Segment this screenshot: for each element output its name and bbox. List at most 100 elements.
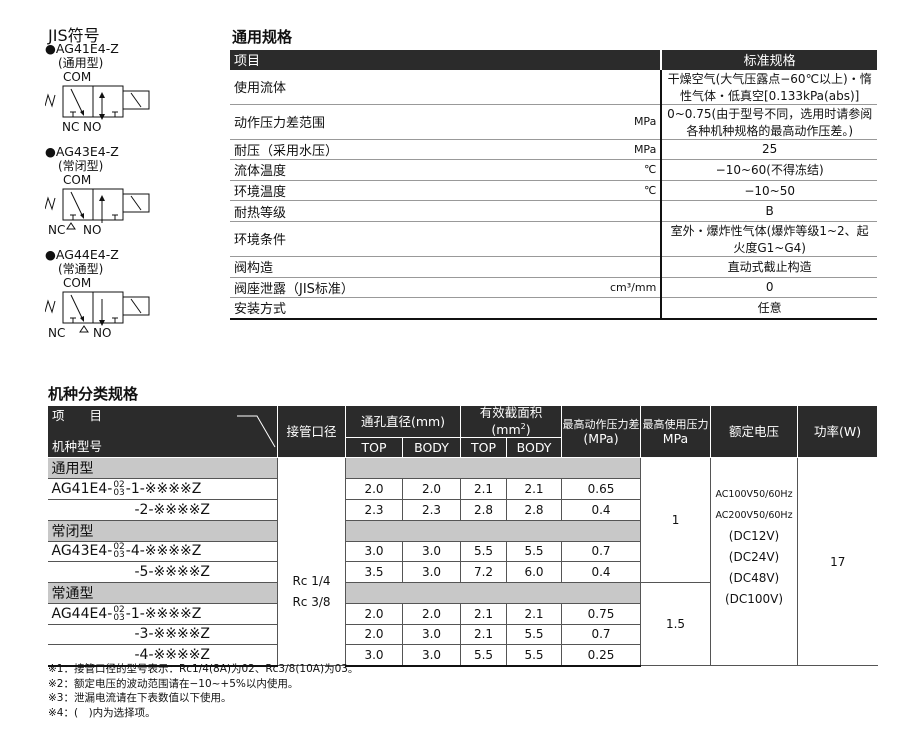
group-row: 常通型 1.5 (47, 581, 878, 667)
com-label: COM (63, 70, 92, 84)
spec-header-item: 项目 (230, 50, 663, 70)
group-label: 常闭型 (47, 519, 278, 542)
header-bore: 通孔直径(mm) (344, 404, 462, 439)
spec-unit (445, 297, 663, 320)
model-number: -4-※※※※Z (47, 644, 278, 667)
max-diff-pressure: 0.4 (561, 561, 642, 583)
symbol-type: (常闭型) (58, 159, 104, 173)
table-row: AG43E4- 02 03 -4-※※※※Z 3.0 3.0 5.5 5.5 0.7 (47, 540, 878, 563)
area-top: 2.1 (460, 478, 508, 500)
area-top: 2.1 (460, 602, 508, 625)
spec-unit: ℃ (445, 180, 663, 202)
area-body: 6.0 (506, 561, 563, 583)
area-body: 5.5 (506, 623, 563, 646)
spec-value: 室外・爆炸性气体(爆炸等级1~2、起火度G1~G4) (661, 221, 877, 257)
jis-symbol-no: ●AG44E4-Z (常通型) COM NC NO (45, 248, 155, 342)
spec-value: −10~50 (661, 180, 877, 202)
spec-label: 阀座泄露（JIS标准） (230, 277, 446, 299)
spec-row: 环境温度 ℃ −10~50 (230, 180, 877, 202)
spec-label: 耐压（采用水压） (230, 139, 446, 161)
no-label: NO (83, 120, 102, 134)
bore-body: 3.0 (401, 644, 462, 667)
spec-row: 使用流体 干燥空气(大气压露点−60℃以上)・惰性气体・低真空[0.133kPa(… (230, 69, 877, 105)
jis-title: JIS符号 (48, 26, 100, 45)
spec-row: 环境条件 室外・爆炸性气体(爆炸等级1~2、起火度G1~G4) (230, 221, 877, 257)
spec-unit: MPa (445, 104, 663, 140)
spec-unit (445, 221, 663, 257)
max-diff-pressure: 0.7 (561, 623, 642, 646)
symbol-model: AG43E4-Z (55, 144, 119, 159)
jis-symbol-universal: ●AG41E4-Z (通用型) COM NC NO (45, 42, 155, 136)
model-number: AG44E4- 02 03 -1-※※※※Z (47, 602, 278, 625)
spec-row: 耐热等级 B (230, 200, 877, 222)
footnotes: ※1：接管口径的型号表示：Rc1/4(8A)为02、Rc3/8(10A)为03。… (48, 662, 358, 720)
bore-top: 2.0 (345, 623, 403, 646)
area-top: 5.5 (460, 540, 508, 563)
spec-label: 环境温度 (230, 180, 446, 202)
spec-value: B (661, 200, 877, 222)
group-label: 通用型 (47, 457, 278, 480)
spec-row: 耐压（采用水压） MPa 25 (230, 139, 877, 161)
spec-row: 动作压力差范围 MPa 0~0.75(由于型号不同，选用时请参阅各种机种规格的最高动… (230, 104, 877, 140)
nc-label: NC (48, 223, 66, 237)
area-top: 5.5 (460, 644, 508, 667)
header-bore-body: BODY (401, 437, 462, 459)
bore-top: 3.5 (345, 561, 403, 583)
header-item: 项 目 (52, 408, 103, 423)
spec-row: 阀座泄露（JIS标准） cm³/mm 0 (230, 277, 877, 299)
model-number: -2-※※※※Z (47, 498, 278, 521)
bore-body: 3.0 (401, 540, 462, 563)
footnote: ※1：接管口径的型号表示：Rc1/4(8A)为02、Rc3/8(10A)为03。 (48, 663, 359, 675)
spec-unit (445, 69, 663, 105)
header-port: 接管口径 (277, 404, 346, 459)
max-use-pressure: 1 (640, 457, 712, 583)
bore-body: 2.0 (401, 478, 462, 500)
port-code-fraction: 02 03 (113, 604, 125, 623)
jis-symbol-nc: ●AG43E4-Z (常闭型) COM NC NO (45, 145, 155, 239)
header-power: 功率(W) (797, 404, 879, 459)
bore-top: 2.0 (345, 602, 403, 625)
spec-unit: cm³/mm (445, 277, 663, 299)
bore-body: 3.0 (401, 623, 462, 646)
bullet: ● (45, 247, 56, 262)
bore-body: 2.3 (401, 498, 462, 521)
area-body: 2.1 (506, 602, 563, 625)
group-row: 通用型 Rc 1/4 Rc 3/8 1 AC100V50/60Hz AC200V50/60… (47, 457, 878, 667)
spec-unit (445, 200, 663, 222)
spec-value: 0 (661, 277, 877, 299)
spec-label: 动作压力差范围 (230, 104, 446, 140)
max-diff-pressure: 0.65 (561, 478, 642, 500)
valve-symbol-icon (45, 85, 150, 120)
footnote: ※2：额定电压的波动范围请在−10~+5%以内使用。 (48, 677, 299, 690)
spec-label: 耐热等级 (230, 200, 446, 222)
spec-value: 0~0.75(由于型号不同，选用时请参阅各种机种规格的最高动作压差。) (661, 104, 877, 140)
spec-row: 安装方式 任意 (230, 297, 877, 320)
header-bore-top: TOP (345, 437, 403, 459)
max-diff-pressure: 0.4 (561, 498, 642, 521)
header-item-model: 项 目 机种型号 (47, 404, 278, 459)
max-diff-pressure: 0.7 (561, 540, 642, 563)
max-use-pressure: 1.5 (640, 581, 712, 667)
spec-value: 25 (661, 139, 877, 161)
spec-unit: ℃ (445, 159, 663, 181)
no-label: NO (93, 326, 112, 340)
table-row: -4-※※※※Z 3.0 3.0 5.5 5.5 0.25 (47, 644, 878, 667)
symbol-model: AG44E4-Z (55, 247, 119, 262)
bore-body: 3.0 (401, 561, 462, 583)
model-number: -3-※※※※Z (47, 623, 278, 646)
symbol-type: (常通型) (58, 262, 104, 276)
port-size: Rc 1/4 Rc 3/8 (277, 457, 346, 667)
spec-label: 流体温度 (230, 159, 446, 181)
max-diff-pressure: 0.25 (561, 644, 642, 667)
spec-value: 干燥空气(大气压露点−60℃以上)・惰性气体・低真空[0.133kPa(abs)… (661, 69, 877, 105)
header-voltage: 额定电压 (710, 404, 799, 459)
footnote: ※3：泄漏电流请在下表数值以下使用。 (48, 692, 232, 704)
exhaust-triangle-icon (66, 222, 76, 230)
area-body: 2.8 (506, 498, 563, 521)
com-label: COM (63, 276, 92, 290)
gray-band (344, 457, 642, 480)
model-number: -5-※※※※Z (47, 561, 278, 583)
spec-label: 使用流体 (230, 69, 446, 105)
spec-unit: MPa (445, 139, 663, 161)
model-number: AG43E4- 02 03 -4-※※※※Z (47, 540, 278, 563)
